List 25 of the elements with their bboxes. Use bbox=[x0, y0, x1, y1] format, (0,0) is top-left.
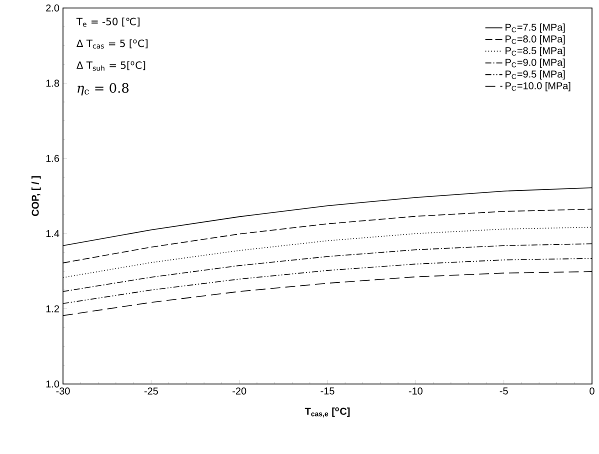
legend-label: P$_{C}$=9.5 [MPa] bbox=[506, 70, 565, 80]
legend-label: P$_{C}$=10.0 [MPa] bbox=[506, 82, 570, 92]
text: T$_{cas,e}$ [$^{o}$C] bbox=[304, 407, 350, 418]
annotation: Δ T$_{cas}$ = 5 [$^{o}$C] bbox=[76, 39, 148, 49]
y-axis-title: COP, [ / ] bbox=[31, 176, 41, 216]
x-tick-label: -25 bbox=[144, 388, 158, 395]
x-tick-label: 0 bbox=[590, 388, 594, 395]
annotation: T$_{e}$ = -50 [℃] bbox=[76, 18, 140, 27]
y-tick-label: 1.4 bbox=[46, 230, 60, 238]
y-tick-label: 1.6 bbox=[46, 154, 60, 162]
y-tick-label: 1.8 bbox=[46, 80, 60, 87]
y-tick-label: 1.0 bbox=[46, 380, 60, 388]
x-tick-label: -30 bbox=[56, 388, 70, 395]
annotation: Δ T$_{suh}$ = 5[$^{o}$C] bbox=[76, 61, 146, 71]
x-tick-label: -20 bbox=[232, 388, 246, 395]
x-tick-label: -15 bbox=[320, 388, 334, 394]
y-tick-label: 2.0 bbox=[46, 4, 60, 12]
x-tick-label: -10 bbox=[408, 388, 422, 395]
legend-label: P$_{C}$=8.5 [MPa] bbox=[506, 46, 565, 56]
legend-label: P$_{C}$=7.5 [MPa] bbox=[506, 23, 565, 33]
y-tick-label: 1.2 bbox=[46, 305, 59, 312]
legend-label: P$_{C}$=8.0 [MPa] bbox=[506, 35, 565, 44]
x-tick-label: -5 bbox=[500, 388, 508, 394]
legend-label: P$_{C}$=9.0 [MPa] bbox=[506, 58, 565, 68]
annotation: η$_{c}$ = 0.8 bbox=[78, 83, 129, 96]
